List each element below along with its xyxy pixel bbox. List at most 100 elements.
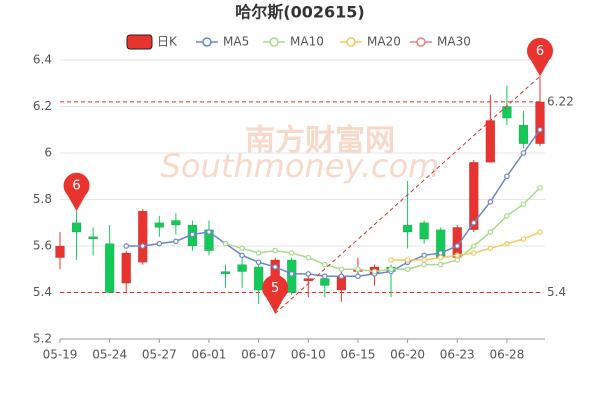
candle-body (402, 224, 413, 233)
x-tick-label: 05-24 (92, 348, 127, 362)
ma-point (421, 252, 427, 259)
ma-point (520, 236, 527, 242)
ma-point (437, 250, 444, 256)
reference-label: 5.4 (547, 285, 566, 299)
legend-label: MA30 (437, 35, 471, 49)
y-tick-label: 5.8 (33, 192, 52, 206)
ma-point (123, 243, 130, 249)
x-tick-label: 06-01 (192, 348, 227, 362)
ma-point (239, 252, 245, 259)
reference-label: 6.22 (547, 94, 574, 108)
candle-body (171, 220, 181, 226)
ma-point (520, 201, 527, 207)
candle-body (121, 252, 131, 284)
y-tick-label: 5.4 (33, 285, 52, 299)
ma-point (388, 257, 394, 263)
y-tick-label: 5.6 (33, 239, 52, 253)
candle-body (253, 266, 264, 291)
ma-point (322, 273, 328, 280)
ma-point (388, 266, 394, 273)
ma-point (470, 250, 477, 256)
legend-label: MA20 (367, 35, 401, 49)
chart-title: 哈尔斯(002615) (235, 3, 364, 22)
ma-point (338, 266, 345, 273)
candle-body (303, 278, 314, 282)
ma-point (173, 238, 179, 245)
ma-point (404, 266, 411, 273)
y-tick-label: 6 (44, 146, 52, 160)
ma-point (404, 257, 411, 263)
ma-point (487, 199, 494, 205)
x-tick-label: 05-27 (142, 348, 177, 362)
candle-body (419, 222, 429, 240)
ma-point (156, 240, 163, 247)
candle-body (469, 162, 479, 230)
candle-body (502, 106, 512, 119)
candle-body (138, 210, 148, 263)
candle-body (71, 222, 82, 233)
ma-point (255, 250, 262, 256)
ma-line (391, 231, 541, 261)
ma-point (437, 261, 444, 268)
x-tick-label: 06-20 (390, 348, 425, 362)
candle-body (154, 222, 165, 228)
candle-body (104, 243, 115, 293)
ma-point (189, 231, 196, 238)
candle-body (220, 271, 231, 275)
pin-label: 6 (72, 179, 80, 194)
trend-line (274, 75, 541, 314)
ma-point (454, 243, 461, 249)
candle-body (535, 101, 545, 144)
ma-point (504, 212, 510, 219)
candle-body (320, 278, 330, 286)
pin (63, 172, 90, 212)
ma-point (305, 271, 312, 277)
ma-line (225, 187, 541, 273)
legend-label: MA5 (223, 35, 249, 49)
candle-body (55, 245, 65, 258)
ma-point (239, 245, 245, 252)
ma-point (537, 229, 543, 235)
x-tick-label: 06-07 (241, 348, 276, 362)
ma-point (338, 273, 345, 280)
pin-label: 6 (536, 44, 544, 59)
ma-point (421, 261, 427, 268)
candle-body (88, 236, 98, 240)
ma-point (355, 266, 361, 273)
x-tick-label: 05-19 (43, 348, 78, 362)
ma-point (537, 185, 543, 191)
x-tick-label: 06-15 (340, 348, 375, 362)
ma-point (487, 229, 494, 235)
x-tick-label: 06-10 (291, 348, 326, 362)
candle-body (237, 264, 247, 272)
ma-point (222, 240, 229, 247)
candle-body (518, 124, 529, 144)
legend-swatch (269, 37, 279, 47)
ma-point (454, 257, 461, 263)
ma-point (504, 240, 510, 247)
ma-point (371, 268, 378, 275)
pin (262, 275, 289, 314)
ma-point (470, 219, 477, 226)
ma-point (487, 245, 494, 252)
y-tick-label: 6.4 (33, 53, 52, 67)
ma-point (305, 254, 312, 261)
ma-point (537, 126, 543, 133)
legend-label: 日K (157, 35, 178, 49)
y-tick-label: 5.2 (33, 332, 52, 346)
candle-body (485, 120, 496, 163)
ma-point (421, 257, 427, 263)
x-tick-label: 06-28 (489, 348, 524, 362)
legend-swatch (346, 37, 356, 47)
ma-point (288, 250, 295, 256)
ma-point (322, 261, 328, 268)
pin-label: 5 (271, 281, 279, 296)
ma-point (255, 259, 262, 266)
ma-point (288, 271, 295, 277)
ma-point (139, 243, 146, 249)
legend-swatch (202, 37, 212, 47)
ma-point (206, 229, 212, 235)
ma-point (272, 247, 278, 254)
ma-point (470, 243, 477, 249)
